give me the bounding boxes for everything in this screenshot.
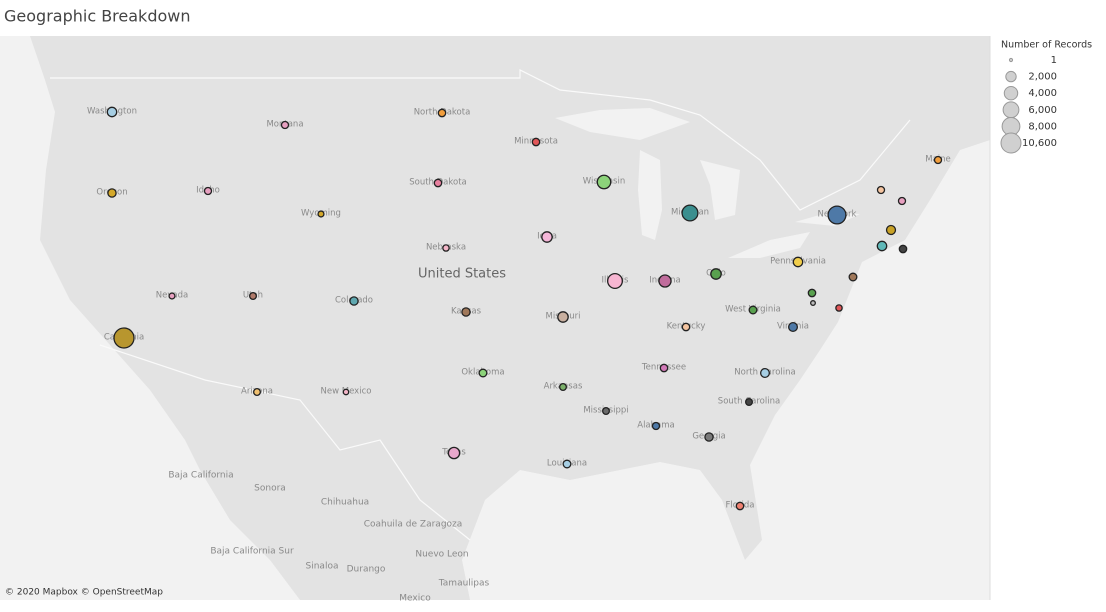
lake xyxy=(638,150,662,240)
bubble xyxy=(113,327,135,349)
region-label: Sonora xyxy=(254,484,286,494)
bubble xyxy=(897,196,907,206)
bubble xyxy=(827,205,847,225)
legend-label: 4,000 xyxy=(1028,88,1057,99)
bubble xyxy=(280,120,290,130)
bubble xyxy=(602,407,610,415)
bubble xyxy=(658,274,672,288)
region-label: Durango xyxy=(347,565,386,575)
bubble xyxy=(168,292,176,300)
lake xyxy=(728,232,810,258)
bubble xyxy=(787,321,799,333)
atlantic-gulf xyxy=(462,36,990,600)
legend-bubble xyxy=(1000,132,1022,154)
bubble xyxy=(107,188,117,198)
bubble xyxy=(810,300,816,306)
region-label: Coahuila de Zaragoza xyxy=(364,520,463,530)
bubble xyxy=(748,305,758,315)
bubble xyxy=(317,210,325,218)
legend-label: 2,000 xyxy=(1028,72,1057,83)
attribution: © 2020 Mapbox © OpenStreetMap xyxy=(5,588,163,598)
region-label: Tamaulipas xyxy=(438,579,490,589)
bubble xyxy=(651,421,661,431)
bubble xyxy=(437,108,447,118)
legend-title: Number of Records xyxy=(1001,40,1092,51)
bubble xyxy=(885,224,897,236)
border xyxy=(99,344,471,541)
bubble xyxy=(349,296,359,306)
title: Geographic Breakdown xyxy=(4,7,190,26)
bubble xyxy=(807,288,817,298)
bubble xyxy=(531,137,541,147)
bubble xyxy=(447,446,461,460)
legend-label: 1 xyxy=(1051,55,1057,66)
bubble xyxy=(792,256,804,268)
border xyxy=(50,69,911,211)
region-label: United States xyxy=(418,267,506,282)
bubble xyxy=(835,304,843,312)
pacific xyxy=(0,36,300,600)
bubble xyxy=(681,204,699,222)
bubble xyxy=(848,272,858,282)
bubble xyxy=(557,311,569,323)
bubble xyxy=(433,178,443,188)
bubble xyxy=(559,383,567,391)
bubble xyxy=(735,501,745,511)
lake xyxy=(700,160,740,220)
bubble xyxy=(596,174,612,190)
legend-bubble xyxy=(1005,70,1017,83)
legend: Number of Records 1 2,000 4,000 6,000 8,000 1… xyxy=(1000,40,1092,154)
bubble xyxy=(478,368,488,378)
bubble xyxy=(933,155,943,165)
bubble xyxy=(710,268,722,280)
bubble xyxy=(607,273,623,289)
bubble xyxy=(106,106,118,118)
bubble xyxy=(562,459,572,469)
region-label: Chihuahua xyxy=(321,498,369,508)
legend-bubble xyxy=(1003,85,1019,101)
map: WashingtonOregonIdahoMontanaWyomingNevad… xyxy=(0,36,991,600)
bubble xyxy=(461,307,471,317)
legend-bubble xyxy=(1008,57,1014,63)
lake xyxy=(555,108,690,140)
bubble xyxy=(253,388,261,396)
legend-label: 8,000 xyxy=(1028,121,1057,132)
region-label: Sinaloa xyxy=(306,562,339,572)
bubble xyxy=(442,244,450,252)
bubble xyxy=(745,398,753,406)
bubble xyxy=(759,367,771,379)
region-label: Baja California Sur xyxy=(210,547,294,557)
bubble xyxy=(342,388,350,396)
bubble xyxy=(876,240,888,252)
bubble xyxy=(898,244,908,254)
legend-label: 6,000 xyxy=(1028,105,1057,116)
bubble xyxy=(876,185,886,195)
bubble xyxy=(203,186,213,196)
bubble xyxy=(659,363,669,373)
legend-bubble xyxy=(1002,101,1020,119)
bubble xyxy=(704,432,714,442)
legend-label: 10,600 xyxy=(1022,138,1057,149)
region-label: Nuevo Leon xyxy=(415,550,468,560)
bubble xyxy=(681,322,691,332)
bubble xyxy=(541,231,553,243)
bubble xyxy=(249,292,257,300)
region-label: Mexico xyxy=(399,594,431,604)
region-label: Baja California xyxy=(168,471,233,481)
